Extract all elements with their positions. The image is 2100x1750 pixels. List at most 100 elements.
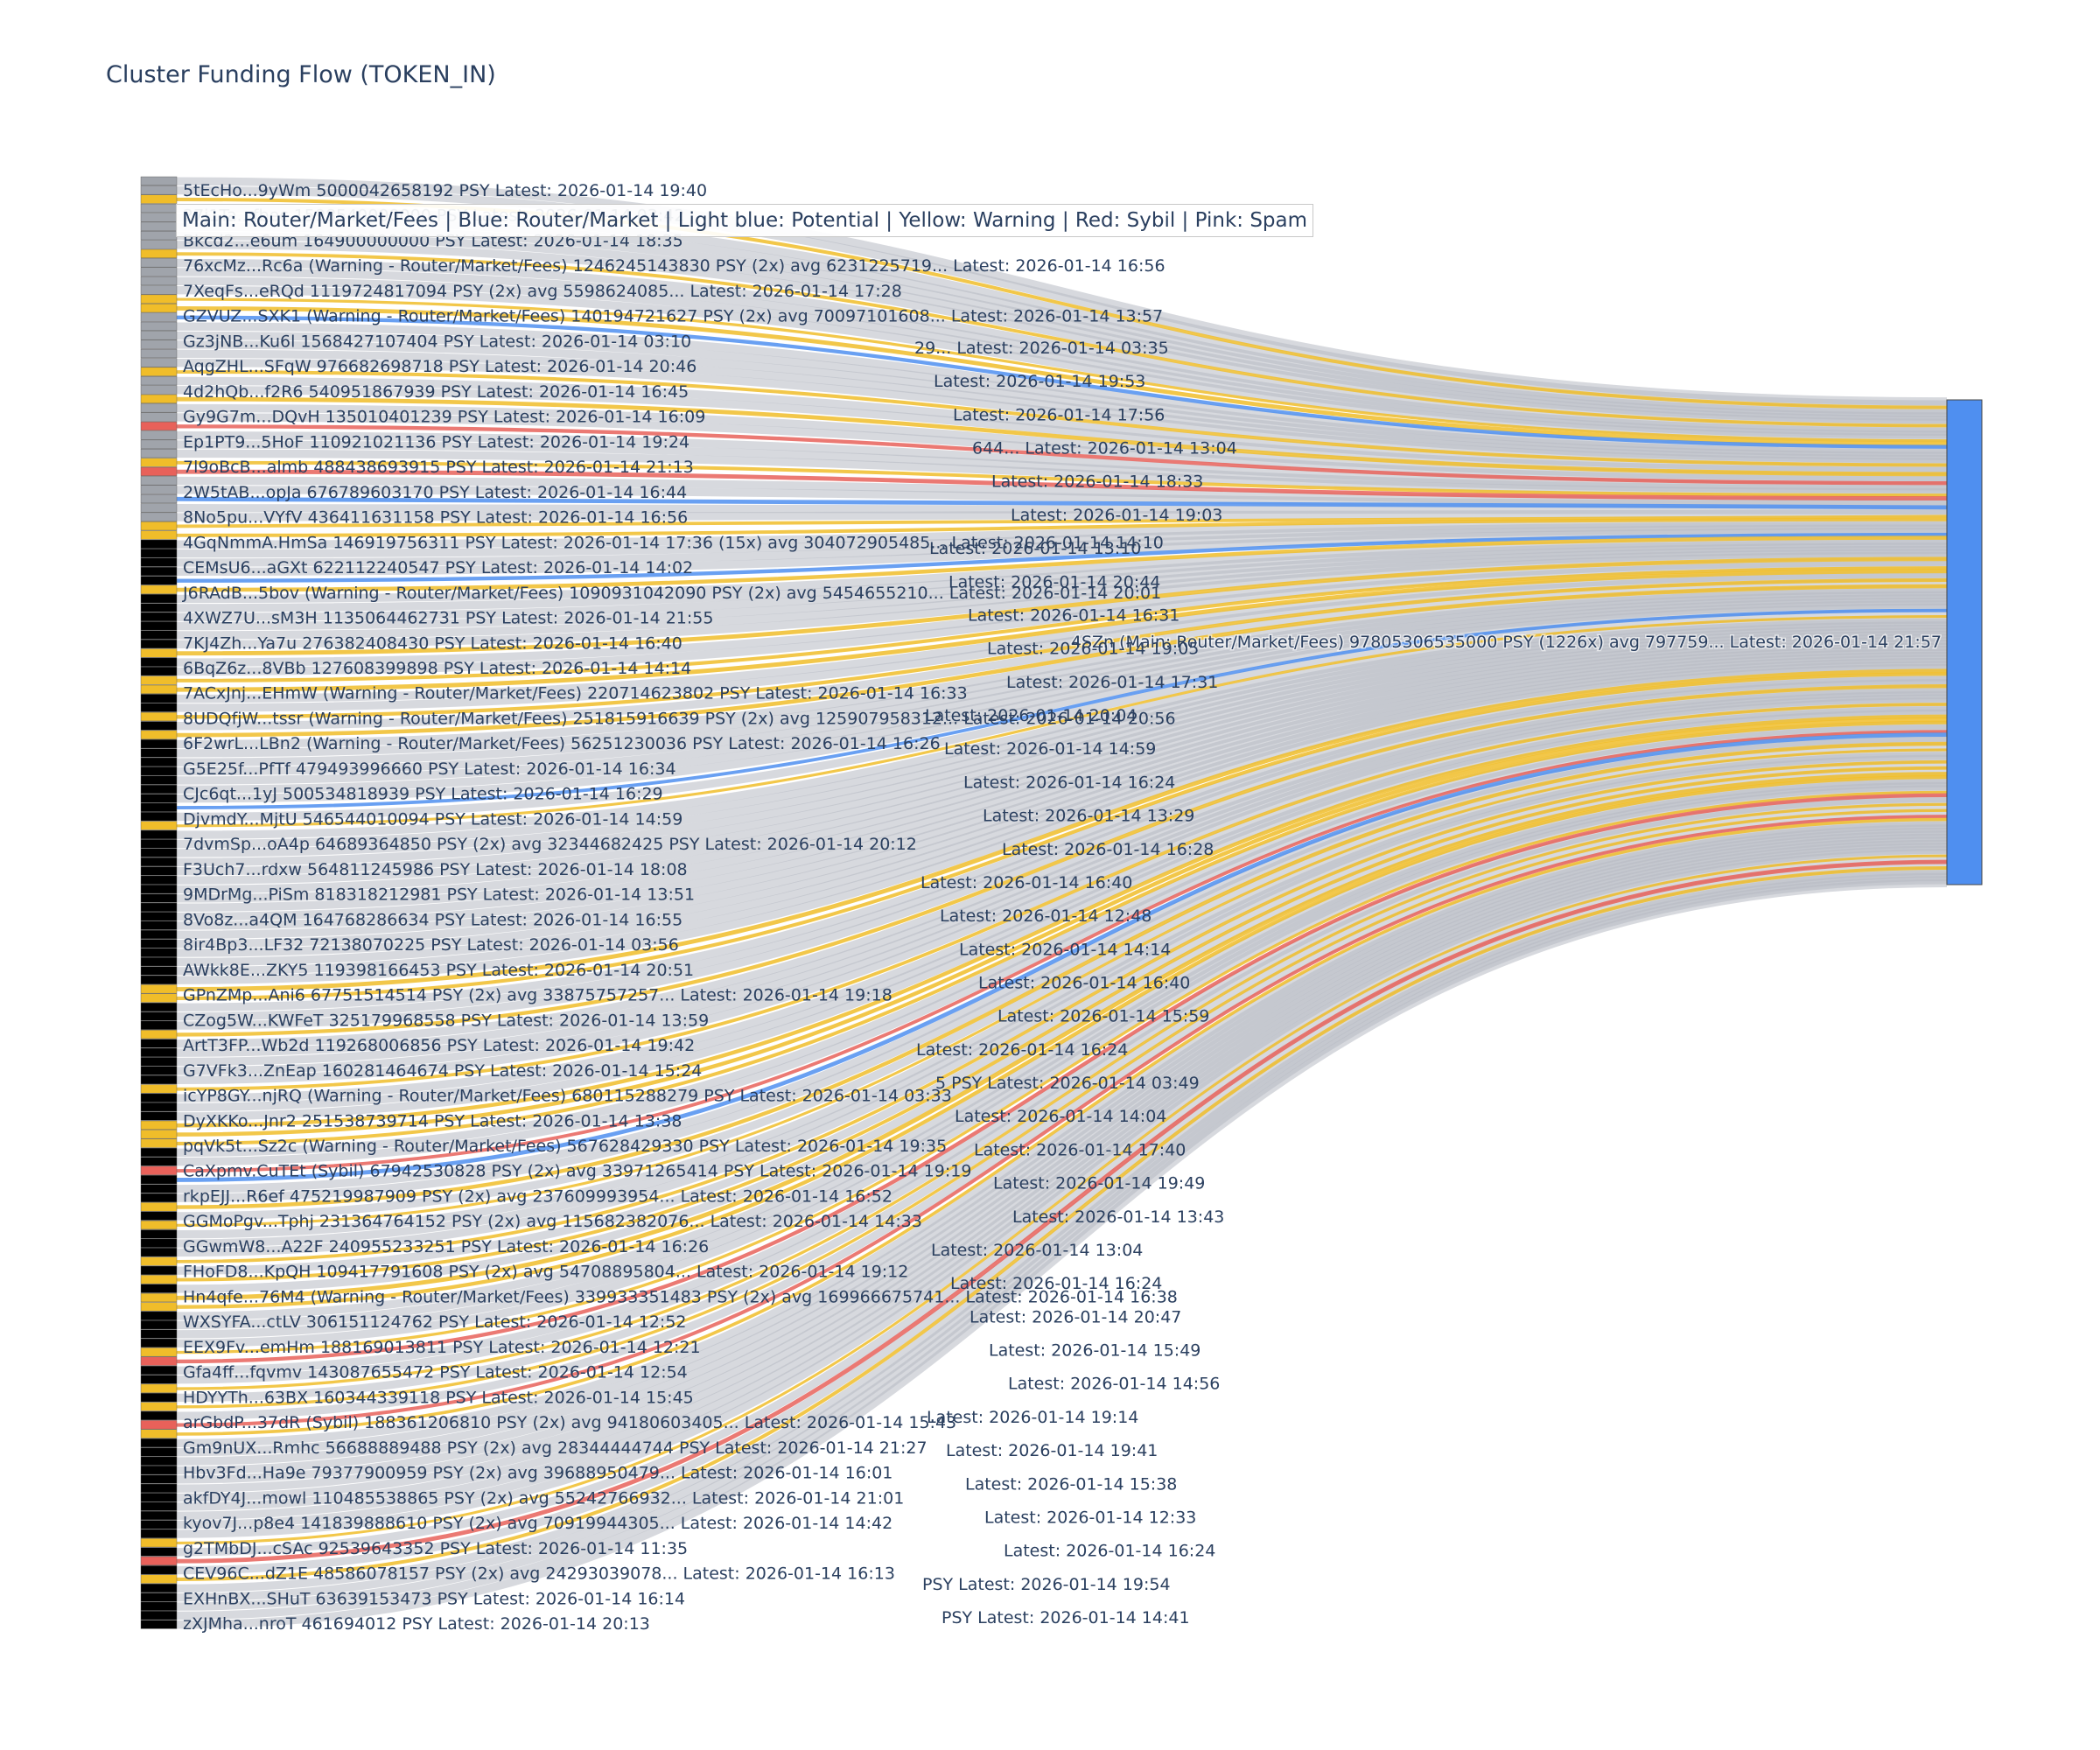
- source-label: 7ACxJnj...EHmW (Warning - Router/Market/…: [183, 684, 968, 704]
- flow-link: [176, 724, 1948, 1166]
- source-label: G7VFk3...ZnEap 160281464674 PSY Latest: …: [183, 1061, 702, 1081]
- source-node: [140, 1292, 178, 1303]
- overflow-label: Latest: 2026-01-14 16:31: [968, 606, 1180, 625]
- source-node: [140, 1284, 178, 1293]
- source-node: [140, 830, 178, 839]
- flow-link: [176, 808, 1948, 1420]
- source-node: [140, 439, 178, 449]
- source-label: ArtT3FP...Wb2d 119268006856 PSY Latest: …: [183, 1036, 695, 1055]
- source-node: [140, 1565, 178, 1575]
- source-node: [140, 775, 178, 785]
- overflow-label: Latest: 2026-01-14 16:40: [920, 873, 1132, 892]
- flow-link: [176, 878, 1948, 1629]
- source-node: [140, 711, 178, 722]
- flow-link: [176, 848, 1948, 1538]
- source-node: [140, 802, 178, 812]
- source-node: [140, 248, 178, 258]
- flow-link: [176, 572, 1948, 712]
- source-node: [140, 385, 178, 395]
- flow-link: [176, 803, 1948, 1403]
- flow-link: [176, 608, 1948, 810]
- overflow-labels: 29... Latest: 2026-01-14 03:35 Latest: 20…: [914, 339, 1237, 1628]
- source-node: [140, 258, 178, 268]
- source-node: [140, 975, 178, 984]
- source-node: [140, 358, 178, 368]
- flow-link: [176, 684, 1948, 1037]
- source-node: [140, 512, 178, 522]
- source-node: [140, 494, 178, 504]
- source-label: CJc6qt...1yJ 500534818939 PSY Latest: 20…: [183, 785, 663, 804]
- flow-link: [176, 817, 1948, 1436]
- overflow-label: Latest: 2026-01-14 16:24: [1004, 1542, 1215, 1561]
- source-label: arGbdP...37dR (Sybil) 188361206810 PSY (…: [183, 1413, 956, 1432]
- overflow-label: Latest: 2026-01-14 17:31: [1006, 673, 1218, 692]
- source-node: [140, 929, 178, 940]
- source-label: DjvmdY...MjtU 546544010094 PSY Latest: 2…: [183, 809, 682, 829]
- source-node: [140, 331, 178, 340]
- flow-link: [176, 370, 1948, 467]
- source-node: [140, 221, 178, 231]
- overflow-label: Latest: 2026-01-14 15:49: [989, 1341, 1200, 1361]
- source-label: CaXpmv.CuTEt (Sybil) 67942530828 PSY (2x…: [183, 1162, 971, 1181]
- source-node: [140, 1429, 178, 1438]
- source-node: [140, 304, 178, 313]
- overflow-label: Latest: 2026-01-14 13:10: [929, 539, 1141, 558]
- source-label: 8Vo8z...a4QM 164768286634 PSY Latest: 20…: [183, 910, 682, 929]
- source-node: [140, 757, 178, 766]
- source-label: icYP8GY...njRQ (Warning - Router/Market/…: [183, 1087, 952, 1106]
- source-label: 8ir4Bp3...LF32 72138070225 PSY Latest: 2…: [183, 935, 679, 955]
- flow-link: [176, 527, 1948, 576]
- flow-link: [176, 241, 1948, 427]
- source-label: 4GqNmmA.HmSa 146919756311 PSY Latest: 20…: [183, 533, 1164, 552]
- source-node: [140, 449, 178, 458]
- source-node: [140, 1338, 178, 1348]
- overflow-label: Latest: 2026-01-14 14:04: [955, 1107, 1166, 1126]
- source-label: CZog5W...KWFeT 325179968558 PSY Latest: …: [183, 1011, 709, 1030]
- flow-link: [176, 865, 1948, 1581]
- flow-link: [176, 742, 1948, 1221]
- source-node: [140, 1474, 178, 1484]
- source-node: [140, 1320, 178, 1330]
- overflow-label: Latest: 2026-01-14 13:04: [931, 1241, 1143, 1260]
- source-node: [140, 1157, 178, 1166]
- source-node: [140, 784, 178, 794]
- source-node: [140, 857, 178, 867]
- source-node: [140, 1130, 178, 1139]
- flow-link: [176, 514, 1948, 528]
- source-node: [140, 321, 178, 331]
- overflow-label: Latest: 2026-01-14 20:44: [948, 572, 1160, 592]
- source-node: [140, 394, 178, 403]
- source-label: 7l9oBcB...almb 488438693915 PSY Latest: …: [183, 458, 694, 477]
- source-node: [140, 1375, 178, 1384]
- flow-link: [176, 714, 1948, 1128]
- source-node: [140, 1547, 178, 1557]
- flow-link: [176, 413, 1948, 485]
- flow-link: [176, 578, 1948, 731]
- overflow-label: Latest: 2026-01-14 16:24: [963, 773, 1175, 792]
- source-node: [140, 1012, 178, 1021]
- flow-link: [176, 556, 1948, 656]
- source-label: Ep1PT9...5HoF 110921021136 PSY Latest: 2…: [183, 432, 690, 452]
- source-node: [140, 1047, 178, 1057]
- overflow-label: Latest: 2026-01-14 16:28: [1002, 840, 1214, 859]
- source-label: GGwmW8...A22F 240955233251 PSY Latest: 2…: [183, 1237, 709, 1256]
- flow-link: [176, 760, 1948, 1264]
- source-label: Gm9nUX...Rmhc 56688889488 PSY (2x) avg 2…: [183, 1438, 928, 1458]
- source-label: WXSYFA...ctLV 306151124762 PSY Latest: 2…: [183, 1312, 687, 1332]
- source-node: [140, 312, 178, 322]
- source-node: [140, 1402, 178, 1411]
- source-label: 7XeqFs...eRQd 1119724817094 PSY (2x) avg…: [183, 282, 902, 301]
- source-nodes: [140, 176, 178, 1629]
- source-node: [140, 1074, 178, 1085]
- legend-box: Main: Router/Market/Fees | Blue: Router/…: [176, 204, 1314, 237]
- flow-link: [176, 766, 1948, 1293]
- source-node: [140, 1211, 178, 1221]
- source-node: [140, 639, 178, 649]
- flow-link: [176, 679, 1948, 1030]
- source-node: [140, 240, 178, 249]
- overflow-label: PSY Latest: 2026-01-14 14:41: [942, 1608, 1190, 1628]
- source-node: [140, 730, 178, 739]
- source-node: [140, 794, 178, 803]
- source-label: EXHnBX...SHuT 63639153473 PSY Latest: 20…: [183, 1589, 685, 1608]
